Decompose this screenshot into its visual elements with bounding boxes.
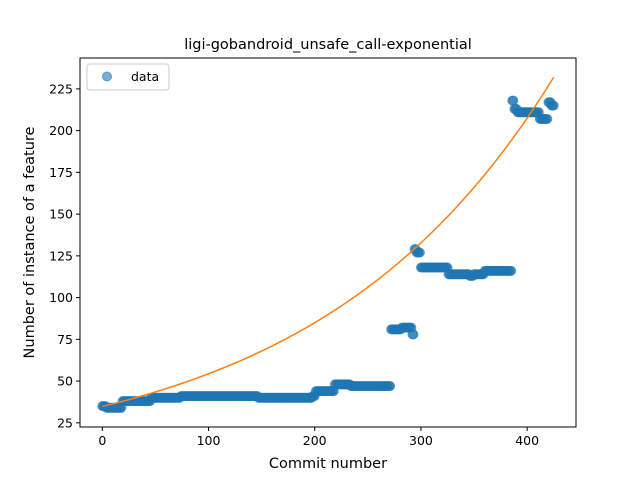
fit-line-layer [102,76,555,408]
axes-frame [79,57,577,428]
y-tick-label: 200 [49,123,73,138]
y-tick-label: 150 [49,207,73,222]
x-tick-label: 100 [197,433,221,448]
data-point [548,100,559,111]
fit-line [102,76,555,408]
legend-marker-data [102,71,112,82]
x-tick-label: 400 [515,433,539,448]
y-axis-label: Number of instance of a feature [22,126,38,358]
x-tick-label: 300 [409,433,433,448]
chart-title: ligi-gobandroid_unsafe_call-exponential [184,37,472,53]
data-point [385,381,396,392]
x-tick-label: 200 [303,433,327,448]
y-tick-label: 225 [49,81,73,96]
y-tick-label: 100 [49,290,73,305]
data-point [414,247,425,258]
data-point [542,113,553,124]
y-axis: 25 50 75 100 125 150 175 200 225 [49,81,80,430]
legend: data [86,63,170,91]
legend-label-data: data [131,69,159,84]
legend-box [86,63,170,91]
y-tick-label: 175 [49,165,73,180]
y-tick-label: 125 [49,248,73,263]
y-tick-label: 75 [57,332,73,347]
x-axis: 0 100 200 300 400 [98,427,539,448]
y-tick-label: 50 [57,374,73,389]
x-tick-label: 0 [98,433,106,448]
x-axis-label: Commit number [269,456,387,472]
data-point [408,329,419,340]
data-point [508,95,519,106]
y-tick-label: 25 [57,415,73,430]
data-point [506,265,517,276]
data-points [97,95,559,413]
